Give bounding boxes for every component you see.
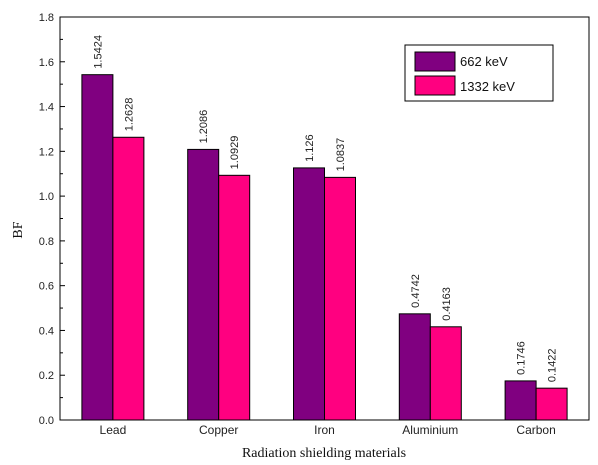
y-tick-label: 0.2 xyxy=(39,370,54,382)
y-tick-label: 1.6 xyxy=(39,57,54,69)
x-axis-title: Radiation shielding materials xyxy=(242,446,406,461)
bar-662-kev xyxy=(81,74,114,421)
y-tick-label: 0.8 xyxy=(39,236,54,248)
x-tick-label: Copper xyxy=(199,423,238,437)
x-tick-label: Aluminium xyxy=(402,423,458,437)
legend: 662 keV 1332 keV xyxy=(404,44,554,102)
bar-1332-kev xyxy=(112,136,145,421)
y-tick-label: 0.4 xyxy=(39,325,54,337)
y-tick-label: 1.0 xyxy=(39,191,54,203)
bar-662-kev xyxy=(504,380,537,421)
bar-662-kev xyxy=(398,313,431,421)
x-tick-label: Lead xyxy=(100,423,127,437)
x-tick-label: Iron xyxy=(314,423,335,437)
value-label: 1.0837 xyxy=(335,138,347,172)
value-label: 0.4742 xyxy=(410,274,422,308)
bars xyxy=(81,74,568,421)
x-axis: Lead Copper Iron Aluminium Carbon xyxy=(100,415,556,437)
bar-1332-kev xyxy=(324,176,356,421)
bar-662-kev xyxy=(187,148,220,421)
y-tick-label: 1.8 xyxy=(39,12,54,24)
y-tick-label: 0.0 xyxy=(39,415,54,427)
value-label: 1.0929 xyxy=(229,136,241,170)
bar-1332-kev xyxy=(535,387,568,421)
value-label: 1.2086 xyxy=(198,110,210,144)
bar-1332-kev xyxy=(429,326,462,421)
legend-swatch-1332-kev xyxy=(414,75,456,96)
value-label: 1.2628 xyxy=(123,98,135,132)
value-label: 0.1746 xyxy=(516,341,528,375)
legend-swatch-662-kev xyxy=(414,51,456,72)
bar-1332-kev xyxy=(218,174,251,421)
legend-label-1332-kev: 1332 keV xyxy=(460,79,515,94)
y-tick-label: 1.2 xyxy=(39,146,54,158)
legend-label-662-kev: 662 keV xyxy=(460,54,508,69)
value-label: 1.126 xyxy=(304,134,316,162)
y-tick-label: 0.6 xyxy=(39,281,54,293)
y-axis-title: BF xyxy=(11,221,26,238)
value-label: 0.1422 xyxy=(547,349,559,383)
y-tick-label: 1.4 xyxy=(39,102,54,114)
value-label: 0.4163 xyxy=(441,287,453,321)
value-label: 1.5424 xyxy=(92,35,104,69)
value-labels: 1.5424 1.2628 1.2086 1.0929 1.126 1.0837 0.474… xyxy=(92,35,558,382)
y-axis: 0.0 0.2 0.4 0.6 0.8 1.0 1.2 1.4 1.6 1.8 xyxy=(39,12,65,427)
x-tick-label: Carbon xyxy=(516,423,555,437)
bar-662-kev xyxy=(293,167,325,421)
